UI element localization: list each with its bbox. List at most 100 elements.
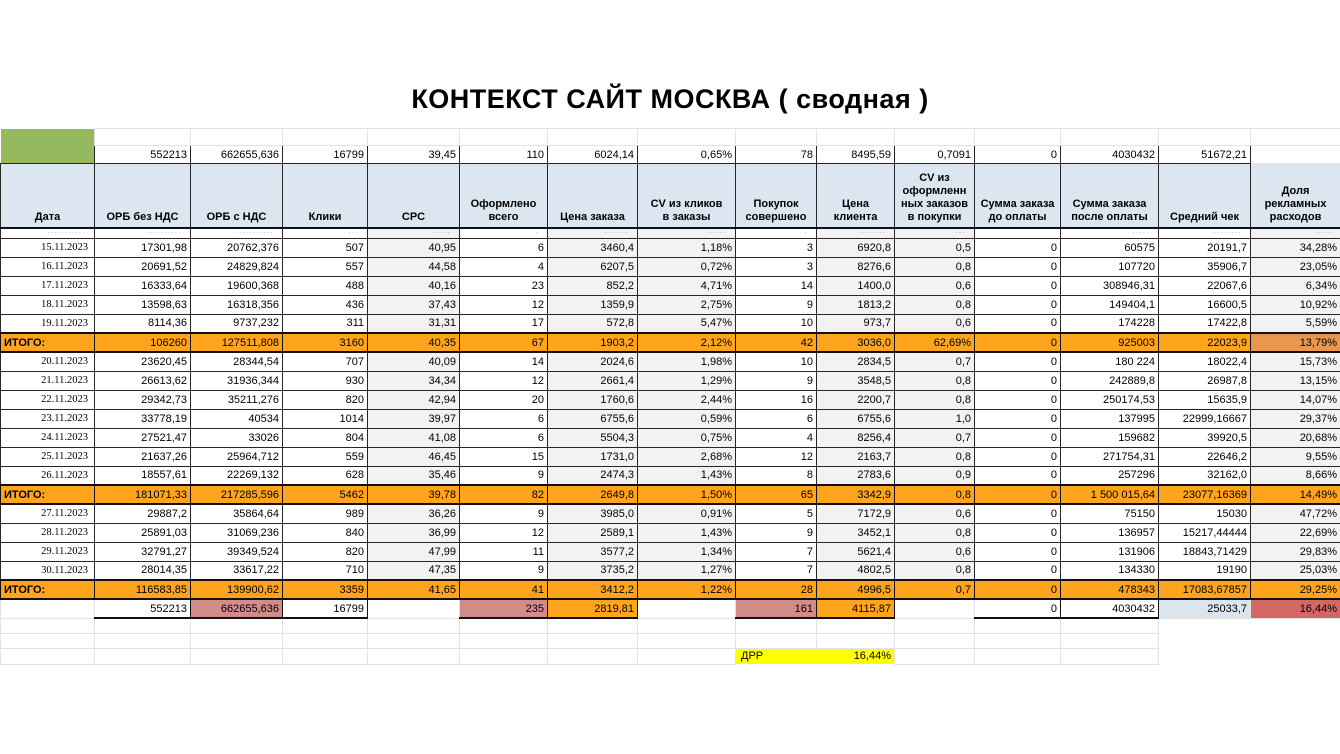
cell[interactable]: 559 <box>282 446 368 467</box>
cell[interactable]: 28 <box>735 579 817 600</box>
cell[interactable]: 5621,4 <box>816 541 895 562</box>
cell[interactable]: 32162,0 <box>1158 465 1251 486</box>
cell[interactable]: 35211,276 <box>190 389 283 410</box>
cell[interactable]: 1903,2 <box>547 332 638 353</box>
cell[interactable] <box>1251 633 1340 648</box>
cell[interactable]: 2649,8 <box>547 484 638 505</box>
cell[interactable] <box>459 128 548 146</box>
cell[interactable]: 4030432 <box>1060 598 1159 619</box>
cell[interactable]: 0 <box>974 275 1061 296</box>
cell[interactable]: 0 <box>974 408 1061 429</box>
grand-total-cell[interactable]: 4030432 <box>1060 145 1159 164</box>
cell[interactable]: 15217,44444 <box>1158 522 1251 543</box>
cell[interactable]: 7172,9 <box>816 503 895 524</box>
cell[interactable]: 0 <box>974 598 1061 619</box>
grand-total-cell[interactable]: 0 <box>974 145 1061 164</box>
cell[interactable] <box>0 617 95 634</box>
cell[interactable]: 16318,356 <box>190 294 283 315</box>
cell[interactable] <box>367 598 460 619</box>
cell[interactable]: 29,83% <box>1250 541 1340 562</box>
cell[interactable]: 47,35 <box>367 560 460 581</box>
grand-total-cell[interactable]: 6024,14 <box>547 145 638 164</box>
cell[interactable]: 15,73% <box>1250 351 1340 372</box>
cell[interactable]: 0,7 <box>894 351 975 372</box>
cell[interactable] <box>0 598 95 619</box>
cell[interactable]: 9 <box>459 465 548 486</box>
cell[interactable]: 116583,85 <box>94 579 191 600</box>
cell[interactable]: 572,8 <box>547 313 638 334</box>
cell[interactable]: 23 <box>459 275 548 296</box>
cell[interactable]: 20762,376 <box>190 237 283 258</box>
cell[interactable]: 5504,3 <box>547 427 638 448</box>
cell[interactable]: 12 <box>735 446 817 467</box>
cell[interactable] <box>190 632 283 649</box>
cell[interactable]: 0,8 <box>894 294 975 315</box>
cell[interactable]: 989 <box>282 503 368 524</box>
cell[interactable]: 3577,2 <box>547 541 638 562</box>
cell[interactable]: 12 <box>459 522 548 543</box>
cell[interactable] <box>367 128 460 146</box>
cell[interactable]: 311 <box>282 313 368 334</box>
cell[interactable]: 0 <box>974 484 1061 505</box>
cell[interactable]: 35,46 <box>367 465 460 486</box>
cell[interactable] <box>459 617 548 634</box>
cell[interactable]: 1,34% <box>637 541 736 562</box>
cell[interactable] <box>637 598 736 619</box>
drr-value-cell[interactable]: 16,44% <box>816 648 895 664</box>
column-header[interactable]: Клики <box>282 163 368 229</box>
cell[interactable] <box>367 647 460 665</box>
cell[interactable]: 29,25% <box>1250 579 1340 600</box>
cell[interactable] <box>1159 618 1251 633</box>
cell[interactable]: 2661,4 <box>547 370 638 391</box>
grand-total-cell[interactable]: 552213 <box>94 145 191 164</box>
cell[interactable]: 14 <box>735 275 817 296</box>
cell[interactable]: 1,43% <box>637 465 736 486</box>
cell[interactable]: 34,28% <box>1250 237 1340 258</box>
grand-total-cell[interactable]: 16799 <box>282 145 368 164</box>
cell[interactable]: 42 <box>735 332 817 353</box>
cell[interactable]: 0 <box>974 503 1061 524</box>
cell[interactable]: 180 224 <box>1060 351 1159 372</box>
cell[interactable]: 22999,16667 <box>1158 408 1251 429</box>
cell[interactable]: 1,98% <box>637 351 736 372</box>
cell[interactable]: 33617,22 <box>190 560 283 581</box>
clipped-cell[interactable]: ··· <box>282 227 368 239</box>
cell[interactable]: 3548,5 <box>816 370 895 391</box>
cell[interactable] <box>1060 647 1159 665</box>
cell[interactable]: 31,31 <box>367 313 460 334</box>
cell[interactable]: 0 <box>974 389 1061 410</box>
cell[interactable] <box>735 128 817 146</box>
cell[interactable]: 5 <box>735 503 817 524</box>
date-cell[interactable]: 26.11.2023 <box>0 465 95 486</box>
cell[interactable]: 27521,47 <box>94 427 191 448</box>
cell[interactable]: 0,5 <box>894 237 975 258</box>
green-marker-cell[interactable] <box>0 128 95 164</box>
cell[interactable] <box>637 632 736 649</box>
cell[interactable] <box>637 128 736 146</box>
cell[interactable]: 0,72% <box>637 256 736 277</box>
cell[interactable]: 4,71% <box>637 275 736 296</box>
cell[interactable]: 0 <box>974 465 1061 486</box>
cell[interactable]: 0 <box>974 370 1061 391</box>
cell[interactable]: 4 <box>735 427 817 448</box>
column-header[interactable]: Покупок совершено <box>735 163 817 229</box>
grand-total-cell[interactable]: 662655,636 <box>190 145 283 164</box>
cell[interactable]: 820 <box>282 389 368 410</box>
cell[interactable]: 12 <box>459 370 548 391</box>
cell[interactable]: 181071,33 <box>94 484 191 505</box>
cell[interactable] <box>547 128 638 146</box>
cell[interactable]: 39,97 <box>367 408 460 429</box>
cell[interactable]: 44,58 <box>367 256 460 277</box>
cell[interactable]: 930 <box>282 370 368 391</box>
cell[interactable]: 2589,1 <box>547 522 638 543</box>
cell[interactable] <box>735 632 817 649</box>
date-cell[interactable]: 17.11.2023 <box>0 275 95 296</box>
cell[interactable]: 65 <box>735 484 817 505</box>
cell[interactable]: 552213 <box>94 598 191 619</box>
cell[interactable]: 1014 <box>282 408 368 429</box>
cell[interactable]: 4115,87 <box>816 598 895 619</box>
cell[interactable]: 17083,67857 <box>1158 579 1251 600</box>
cell[interactable]: 36,26 <box>367 503 460 524</box>
cell[interactable]: 507 <box>282 237 368 258</box>
cell[interactable]: 1731,0 <box>547 446 638 467</box>
